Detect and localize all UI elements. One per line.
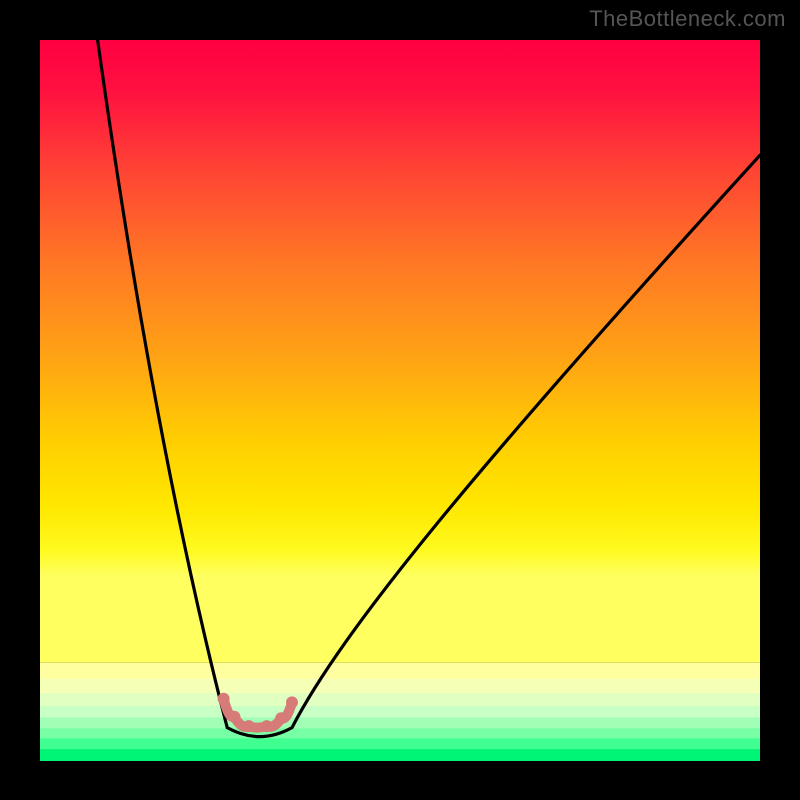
plot-band-2: [40, 693, 760, 707]
plot-band-0: [40, 663, 760, 680]
chart-container: TheBottleneck.com: [0, 0, 800, 800]
plot-band-3: [40, 706, 760, 719]
valley-marker-dot-5: [286, 696, 298, 708]
watermark-text: TheBottleneck.com: [589, 6, 786, 32]
valley-marker-dot-2: [243, 720, 255, 732]
valley-marker-dot-3: [261, 720, 273, 732]
plot-band-7: [40, 749, 760, 761]
plot-band-6: [40, 738, 760, 750]
plot-band-1: [40, 679, 760, 694]
plot-svg: [0, 0, 800, 800]
plot-band-4: [40, 718, 760, 730]
valley-marker-dot-1: [228, 711, 240, 723]
valley-marker-dot-4: [275, 712, 287, 724]
plot-band-5: [40, 728, 760, 739]
